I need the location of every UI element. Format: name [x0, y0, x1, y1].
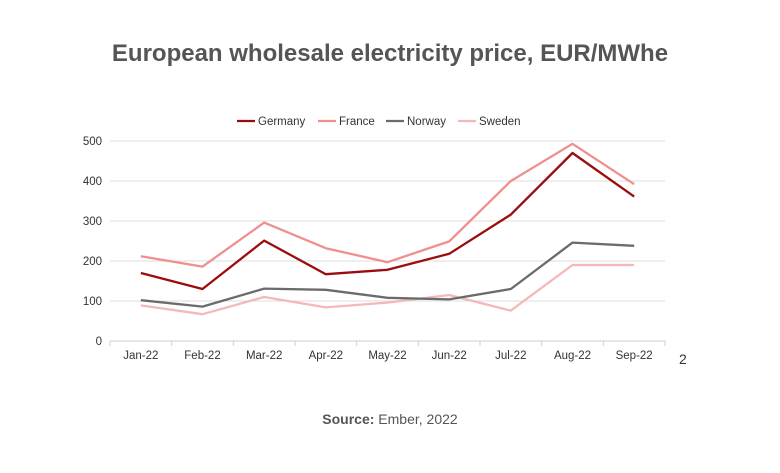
legend-label-france: France: [339, 116, 375, 128]
x-tick-label: Jul-22: [495, 350, 526, 362]
x-tick-label: Apr-22: [309, 350, 344, 362]
x-tick-label: Jan-22: [123, 350, 158, 362]
y-tick-label: 0: [96, 336, 102, 348]
y-tick-label: 200: [83, 256, 102, 268]
legend-label-sweden: Sweden: [479, 116, 521, 128]
chart-title: European wholesale electricity price, EU…: [111, 40, 669, 67]
series-line-france: [140, 142, 635, 268]
y-tick-label: 500: [83, 136, 102, 148]
y-tick-label: 300: [83, 216, 102, 228]
x-tick-label: Sep-22: [616, 350, 653, 362]
x-tick-label: May-22: [368, 350, 406, 362]
page-number: 2: [679, 351, 687, 367]
legend-label-germany: Germany: [258, 116, 306, 128]
source-note: Source: Ember, 2022: [0, 411, 780, 427]
series-line-sweden: [140, 263, 635, 316]
source-label: Source:: [322, 411, 375, 427]
x-tick-label: Aug-22: [554, 350, 591, 362]
source-text: Ember, 2022: [374, 411, 458, 427]
x-tick-label: Jun-22: [432, 350, 467, 362]
x-tick-label: Mar-22: [246, 350, 282, 362]
y-tick-label: 400: [83, 176, 102, 188]
legend-label-norway: Norway: [407, 116, 446, 128]
y-tick-label: 100: [83, 296, 102, 308]
x-tick-label: Feb-22: [184, 350, 220, 362]
